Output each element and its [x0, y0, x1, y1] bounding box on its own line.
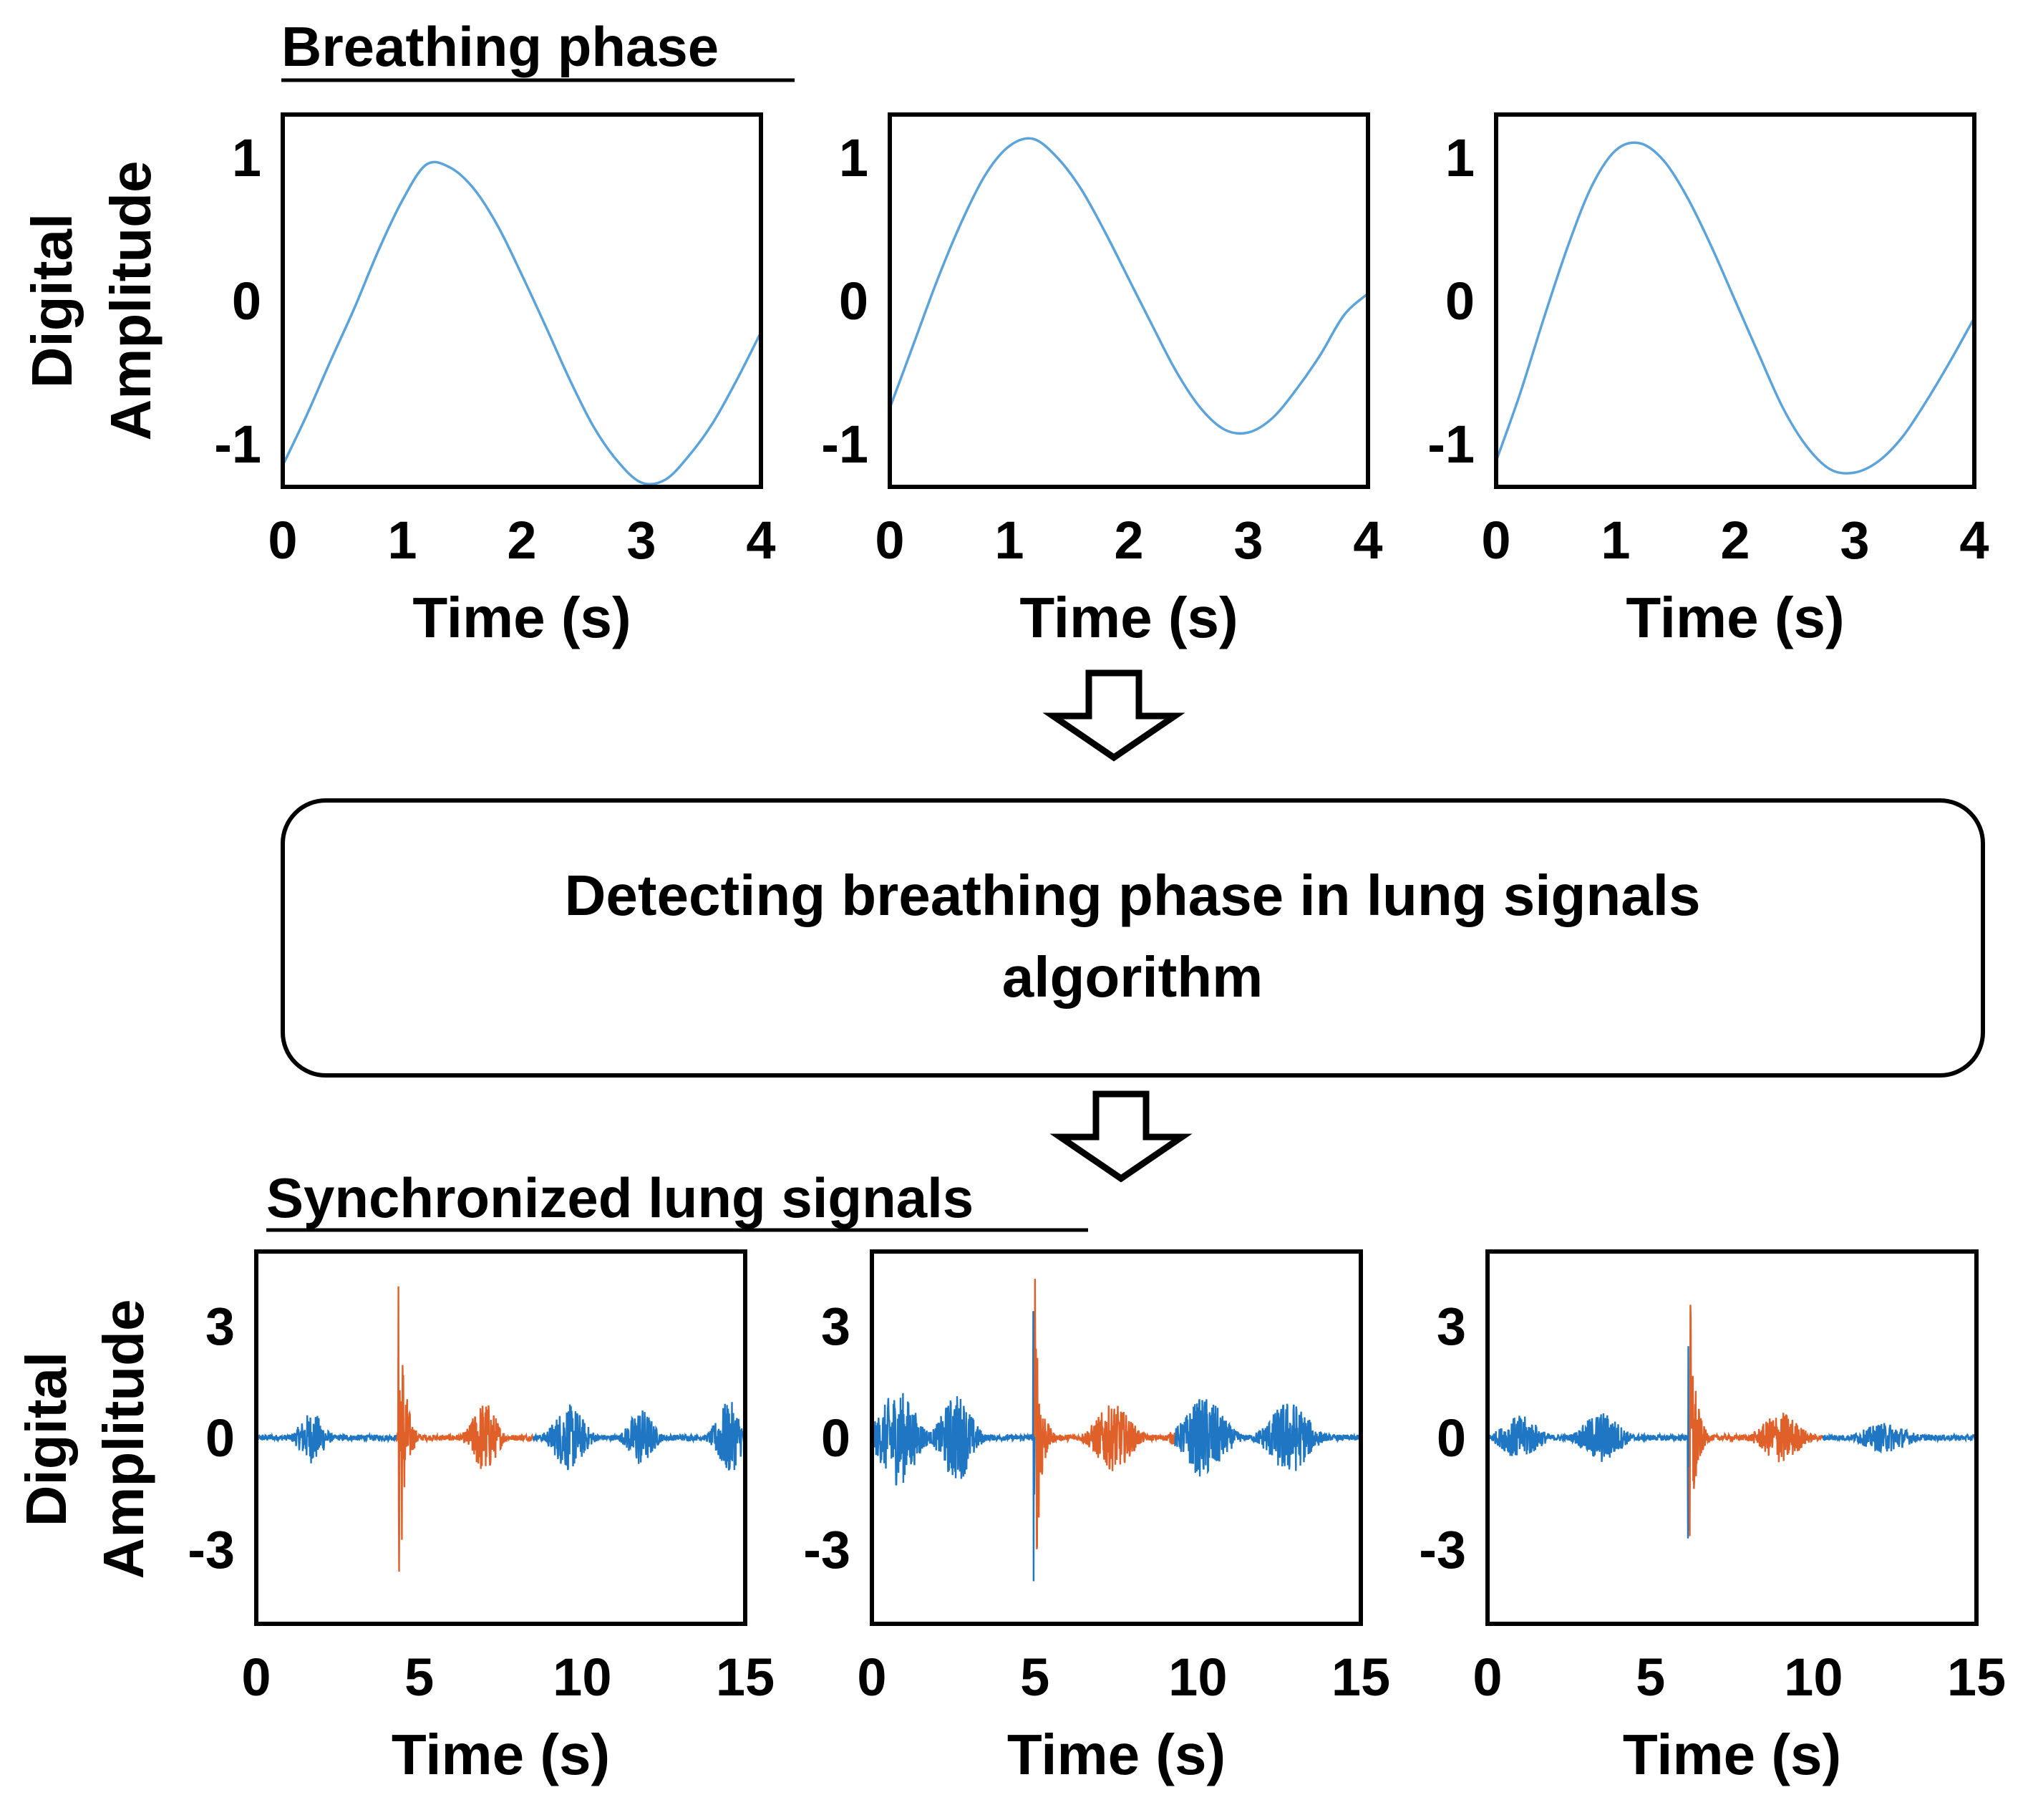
synchronized-segment-line: [395, 1286, 535, 1572]
breathing-phase-title: Breathing phase: [281, 15, 719, 78]
x-tick-label: 0: [241, 1647, 271, 1707]
x-axis-label: Time (s): [412, 586, 631, 649]
breathing-signal-line: [281, 160, 762, 486]
y-tick-label: -3: [1419, 1520, 1466, 1579]
plot-frame: [281, 112, 763, 489]
x-tick-label: 4: [1959, 510, 1989, 570]
lung-signal-line: [870, 1311, 1036, 1582]
synchronized-lung-signals-title: Synchronized lung signals: [266, 1166, 974, 1229]
lung-signal-line: [1174, 1399, 1362, 1477]
panel-lung-3: 3 0 -3 0 5 10 15 Time (s): [1419, 1249, 2006, 1786]
x-tick-label: 4: [746, 510, 775, 570]
x-tick-label: 2: [1720, 510, 1750, 570]
x-tick-label: 3: [626, 510, 656, 570]
x-axis-label: Time (s): [1019, 586, 1238, 649]
plot-frame: [1485, 1249, 1979, 1626]
synchronized-segment-line: [1688, 1305, 1824, 1536]
lung-signal-line: [1487, 1346, 1691, 1539]
y-tick-label: 1: [839, 128, 868, 188]
x-tick-label: 4: [1353, 510, 1382, 570]
y-tick-label: -1: [1427, 415, 1475, 474]
x-tick-label: 0: [268, 510, 297, 570]
breathing-signal-line: [1495, 141, 1976, 475]
y-tick-label: 3: [205, 1297, 235, 1356]
algorithm-box: [281, 798, 1985, 1078]
x-tick-label: 3: [1233, 510, 1263, 570]
x-tick-label: 3: [1840, 510, 1869, 570]
arrow-down-icon: [1042, 669, 1185, 762]
x-tick-label: 15: [1947, 1647, 2006, 1707]
y-axis-label-bottom: Digital Amplitude: [14, 1299, 155, 1579]
lung-signal-line: [1822, 1423, 1978, 1454]
plot-frame: [888, 112, 1370, 489]
plot-frame: [1494, 112, 1976, 489]
x-tick-label: 2: [507, 510, 536, 570]
x-tick-label: 10: [553, 1647, 611, 1707]
y-axis-label-top: Digital Amplitude: [20, 160, 162, 440]
svg-text:Amplitude: Amplitude: [92, 1299, 155, 1579]
algorithm-box-line2: algorithm: [1002, 945, 1263, 1009]
panel-lung-2: 3 0 -3 0 5 10 15 Time (s): [803, 1249, 1390, 1786]
x-tick-label: 5: [1636, 1647, 1665, 1707]
plot-frame: [254, 1249, 747, 1626]
y-tick-label: -1: [821, 415, 868, 474]
x-tick-label: 1: [994, 510, 1024, 570]
y-tick-label: -3: [803, 1520, 850, 1579]
y-tick-label: 1: [232, 128, 261, 188]
synchronized-segment-line: [1034, 1279, 1176, 1549]
x-tick-label: 1: [387, 510, 417, 570]
x-tick-label: 2: [1114, 510, 1143, 570]
x-axis-label: Time (s): [1626, 586, 1844, 649]
x-tick-label: 10: [1784, 1647, 1843, 1707]
algorithm-box-line1: Detecting breathing phase in lung signal…: [565, 863, 1701, 927]
lung-signal-line: [532, 1402, 746, 1471]
y-tick-label: 0: [205, 1408, 235, 1468]
x-tick-label: 10: [1168, 1647, 1227, 1707]
y-tick-label: 0: [1445, 271, 1475, 331]
y-tick-label: -1: [214, 415, 261, 474]
svg-text:Amplitude: Amplitude: [99, 160, 162, 440]
x-tick-label: 15: [716, 1647, 775, 1707]
breathing-signal-line: [888, 137, 1369, 435]
y-tick-label: -3: [188, 1520, 235, 1579]
x-tick-label: 5: [1020, 1647, 1049, 1707]
x-axis-label: Time (s): [1007, 1723, 1226, 1786]
y-tick-label: 3: [1437, 1297, 1466, 1356]
y-tick-label: 0: [1437, 1408, 1466, 1468]
panel-lung-1: 3 0 -3 0 5 10 15 Time (s): [188, 1249, 775, 1786]
svg-text:Digital: Digital: [20, 213, 84, 388]
y-tick-label: 0: [821, 1408, 850, 1468]
x-tick-label: 0: [857, 1647, 886, 1707]
svg-text:Digital: Digital: [14, 1352, 78, 1526]
x-tick-label: 0: [1481, 510, 1510, 570]
x-axis-label: Time (s): [1623, 1723, 1841, 1786]
x-tick-label: 0: [1473, 1647, 1502, 1707]
plot-frame: [870, 1249, 1363, 1626]
y-tick-label: 0: [839, 271, 868, 331]
x-tick-label: 15: [1331, 1647, 1390, 1707]
x-axis-label: Time (s): [392, 1723, 610, 1786]
x-tick-label: 1: [1601, 510, 1630, 570]
lung-signal-line: [255, 1415, 397, 1463]
y-tick-label: 3: [821, 1297, 850, 1356]
y-tick-label: 0: [232, 271, 261, 331]
x-tick-label: 5: [404, 1647, 434, 1707]
arrow-down-icon: [1049, 1090, 1193, 1183]
x-tick-label: 0: [875, 510, 904, 570]
y-tick-label: 1: [1445, 128, 1475, 188]
